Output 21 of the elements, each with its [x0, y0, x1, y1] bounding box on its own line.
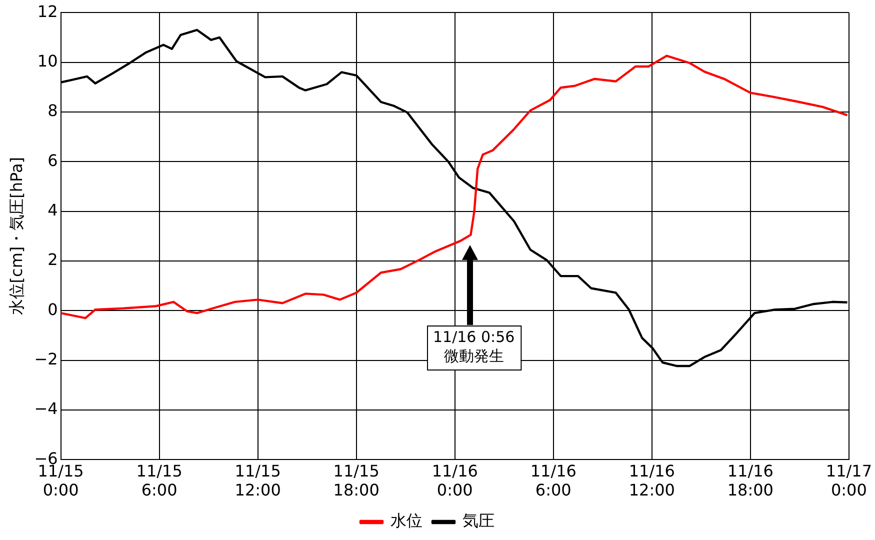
- y-tick-label: 2: [48, 250, 58, 270]
- x-tick-label: 11/15 6:00: [136, 461, 182, 500]
- y-tick-label: −4: [34, 399, 58, 418]
- annotation: 11/16 0:56 微動発生: [432, 328, 515, 365]
- y-tick-label: 6: [48, 150, 58, 170]
- y-tick-label: −2: [34, 349, 58, 368]
- x-tick-label: 11/17 0:00: [826, 461, 872, 500]
- x-tick-label: 11/15 18:00: [333, 461, 380, 500]
- y-tick-label: 8: [48, 101, 58, 120]
- y-tick-label: 4: [48, 200, 58, 220]
- x-tick-label: 11/16 12:00: [628, 461, 675, 500]
- legend-label: 水位: [390, 511, 422, 530]
- x-tick-label: 11/16 0:00: [432, 461, 478, 500]
- x-tick-label: 11/15 12:00: [234, 461, 281, 500]
- y-tick-label: 0: [48, 300, 58, 319]
- x-tick-label: 11/16 18:00: [727, 461, 774, 500]
- y-tick-label: 10: [37, 51, 58, 70]
- y-axis-title: 水位[cm]・気圧[hPa]: [6, 156, 26, 316]
- x-tick-label: 11/16 6:00: [530, 461, 576, 500]
- y-tick-label: 12: [37, 2, 58, 21]
- legend-label: 気圧: [462, 511, 494, 530]
